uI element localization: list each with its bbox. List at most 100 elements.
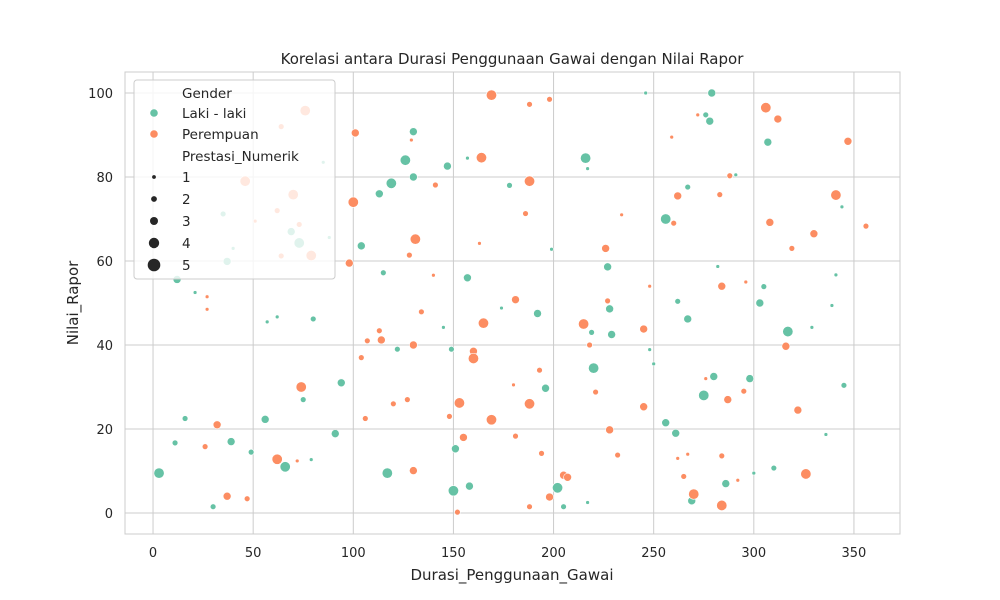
point-perempuan [586,341,593,349]
point-laki-laki [603,262,612,272]
point-perempuan [350,128,360,138]
x-tick-label: 300 [741,546,766,561]
y-axis-label: Nilai_Rapor [64,260,83,345]
point-perempuan [563,472,572,482]
point-perempuan [485,89,497,101]
point-perempuan [222,491,232,501]
x-tick-label: 250 [641,546,666,561]
point-laki-laki [380,269,387,276]
point-perempuan [619,212,624,218]
point-perempuan [718,452,725,460]
legend-size-entries: 1 2 3 4 5 [147,170,191,274]
point-laki-laki [607,330,616,339]
point-laki-laki [809,325,815,330]
point-perempuan [743,279,749,285]
y-tick-label: 100 [88,87,113,102]
point-laki-laki [839,204,845,210]
point-laki-laki [465,155,470,161]
x-tick-label: 200 [541,546,566,561]
point-laki-laki [760,283,768,290]
legend-label-perempuan: Perempuan [182,127,259,143]
y-tick-label: 40 [96,339,113,354]
point-perempuan [788,245,796,252]
y-tick-label: 20 [96,423,113,438]
point-laki-laki [840,382,848,389]
point-perempuan [685,452,690,457]
point-perempuan [830,189,842,201]
point-perempuan [204,307,210,312]
x-tick-label: 50 [245,546,262,561]
point-perempuan [409,340,418,350]
point-laki-laki [171,439,179,447]
point-perempuan [703,376,708,381]
point-perempuan [716,499,728,511]
point-laki-laki [463,273,472,283]
legend-size-label: 5 [182,258,191,274]
point-perempuan [485,414,497,426]
point-perempuan [639,402,648,412]
point-laki-laki [833,272,839,278]
chart-title: Korelasi antara Durasi Penggunaan Gawai … [281,50,745,68]
point-perempuan [524,398,536,410]
point-perempuan [670,220,677,227]
point-perempuan [765,218,775,227]
point-laki-laki [381,467,393,479]
point-perempuan [376,327,383,334]
point-perempuan [243,495,251,502]
point-perempuan [726,172,733,179]
legend-marker-perempuan [150,130,158,138]
point-perempuan [467,352,479,364]
point-laki-laki [385,177,397,189]
point-perempuan [418,308,425,316]
x-tick-label: 150 [441,546,466,561]
point-perempuan [545,492,554,502]
point-laki-laki [274,314,280,320]
point-laki-laki [684,183,691,191]
point-perempuan [723,395,733,404]
legend-size-marker [147,258,161,272]
point-laki-laki [674,298,681,305]
point-perempuan [453,397,465,409]
legend-size-marker [152,175,156,179]
point-perempuan [862,222,870,230]
point-laki-laki [309,457,314,462]
point-perempuan [511,295,520,304]
point-laki-laki [300,396,307,403]
x-tick-label: 350 [842,546,867,561]
point-laki-laki [499,305,504,311]
point-perempuan [344,258,354,268]
point-perempuan [409,137,414,143]
point-perempuan [271,453,283,465]
point-laki-laki [588,329,595,336]
y-tick-label: 60 [96,255,113,270]
point-laki-laki [399,154,411,166]
point-laki-laki [264,319,270,325]
point-perempuan [843,137,853,146]
x-tick-label: 0 [149,546,157,561]
point-laki-laki [506,182,513,189]
point-perempuan [647,284,652,289]
point-laki-laki [782,326,794,338]
point-perempuan [760,102,772,114]
point-laki-laki [770,464,778,472]
x-axis-label: Durasi_Penggunaan_Gawai [410,566,613,585]
legend-size-marker [151,196,157,202]
point-perempuan [364,337,371,344]
point-perempuan [477,317,489,329]
point-perempuan [347,196,359,208]
point-perempuan [605,425,614,435]
point-laki-laki [533,309,542,318]
point-laki-laki [441,325,446,330]
point-perempuan [358,354,365,361]
point-perempuan [614,451,621,459]
point-perempuan [446,413,453,420]
legend-size-label: 3 [182,214,191,230]
point-perempuan [477,241,482,246]
point-laki-laki [647,347,652,352]
point-perempuan [809,229,819,238]
point-perempuan [673,191,683,201]
point-laki-laki [707,88,717,98]
point-laki-laki [310,315,317,323]
point-laki-laki [357,241,366,251]
point-laki-laki [605,304,614,314]
